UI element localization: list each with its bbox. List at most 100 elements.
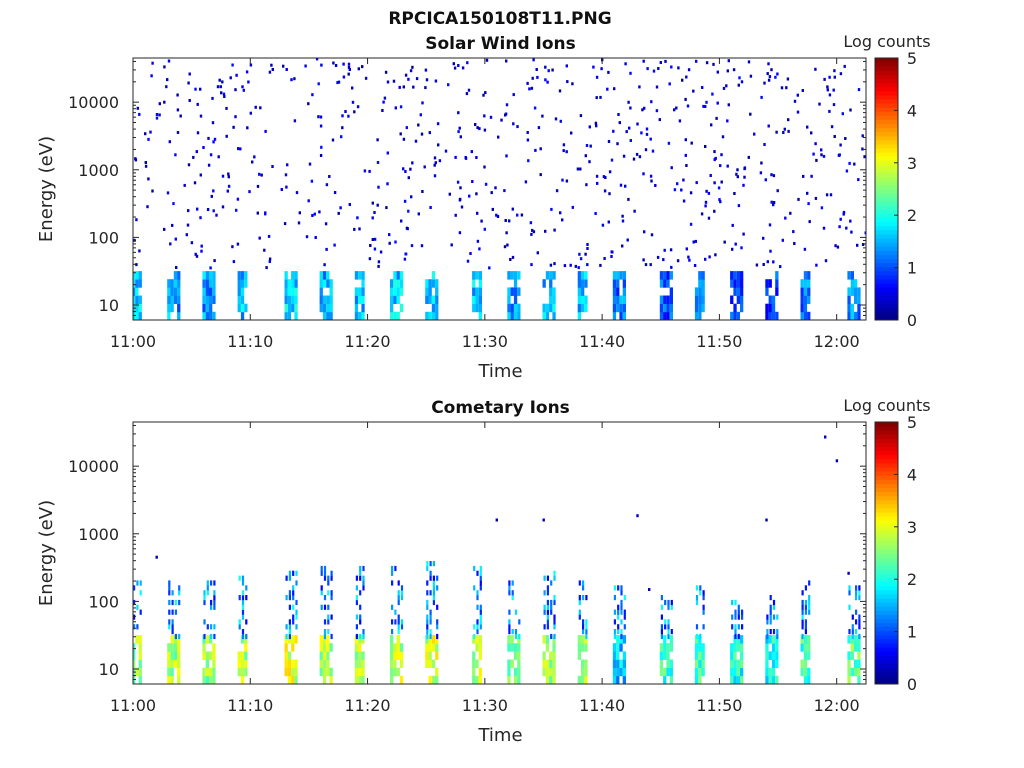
tail-cell bbox=[355, 575, 358, 581]
background-count bbox=[373, 237, 377, 241]
background-count bbox=[595, 124, 598, 128]
background-count bbox=[428, 131, 431, 135]
colorbar-segment bbox=[875, 663, 898, 669]
background-count bbox=[688, 258, 691, 262]
burst-cell bbox=[138, 651, 142, 660]
background-count bbox=[574, 264, 577, 268]
burst-cell bbox=[803, 635, 808, 644]
tail-cell bbox=[391, 565, 394, 572]
burst-cell bbox=[329, 675, 333, 684]
background-count bbox=[386, 182, 389, 186]
colorbar-segment bbox=[875, 671, 898, 677]
burst-cell bbox=[584, 271, 588, 280]
background-count bbox=[810, 131, 813, 135]
background-count bbox=[216, 85, 220, 89]
tail-cell bbox=[245, 633, 248, 640]
burst-cell bbox=[329, 279, 333, 288]
burst-cell bbox=[135, 303, 139, 313]
tail-cell bbox=[858, 624, 861, 630]
colorbar-segment bbox=[875, 610, 898, 615]
tail-cell bbox=[582, 629, 585, 635]
background-count bbox=[437, 143, 440, 147]
burst-cell bbox=[619, 635, 623, 644]
burst-cell bbox=[581, 271, 585, 280]
background-count bbox=[271, 68, 274, 71]
burst-cell bbox=[428, 659, 432, 668]
burst-cell bbox=[294, 271, 298, 280]
burst-cell bbox=[669, 635, 673, 644]
background-count bbox=[603, 189, 607, 193]
background-count bbox=[742, 183, 745, 187]
burst-cell bbox=[616, 279, 620, 288]
x-tick-label: 12:00 bbox=[814, 696, 860, 715]
colorbar-segment bbox=[875, 614, 898, 619]
burst-cell bbox=[291, 667, 295, 677]
background-count bbox=[810, 174, 813, 178]
burst-cell bbox=[847, 311, 851, 320]
tail-cell bbox=[479, 614, 482, 620]
background-count bbox=[168, 140, 171, 144]
background-count bbox=[689, 222, 693, 226]
background-count bbox=[135, 263, 138, 267]
burst-cell bbox=[768, 635, 772, 644]
tail-cell bbox=[330, 590, 333, 596]
burst-cell bbox=[581, 279, 585, 288]
background-count bbox=[376, 138, 379, 142]
tail-cell bbox=[667, 599, 670, 606]
background-count bbox=[264, 212, 267, 216]
background-count bbox=[176, 108, 180, 112]
colorbar-segment bbox=[875, 205, 898, 210]
burst-cell bbox=[361, 659, 365, 668]
x-tick-label: 11:30 bbox=[462, 696, 508, 715]
colorbar-segment bbox=[875, 643, 898, 648]
background-count bbox=[347, 72, 350, 76]
background-count bbox=[264, 129, 267, 133]
burst-cell bbox=[694, 635, 699, 644]
cometary-ions-panel: 11:00 11:10 11:20 11:30 11:40 11:50 12:0010100… bbox=[36, 396, 931, 746]
burst-cell bbox=[616, 667, 620, 677]
colorbar-segment bbox=[875, 180, 898, 186]
burst-cell bbox=[542, 279, 546, 288]
burst-cell bbox=[803, 667, 808, 677]
burst-cell bbox=[740, 279, 744, 288]
burst-cell bbox=[205, 279, 209, 288]
tail-cell bbox=[245, 595, 248, 601]
panel-title: Solar Wind Ions bbox=[425, 34, 576, 54]
tail-cell bbox=[139, 590, 142, 596]
tail-cell bbox=[206, 624, 209, 630]
burst-cell bbox=[291, 643, 295, 652]
background-count bbox=[655, 109, 659, 113]
tail-cell bbox=[210, 580, 213, 586]
background-count bbox=[584, 252, 587, 256]
burst-cell bbox=[549, 303, 553, 313]
tail-cell bbox=[699, 590, 702, 596]
tail-cell bbox=[429, 609, 432, 615]
burst-cell bbox=[294, 311, 298, 320]
colorbar-segment bbox=[875, 638, 898, 644]
background-count bbox=[565, 179, 569, 183]
colorbar-segment bbox=[875, 189, 898, 194]
burst-cell bbox=[850, 279, 854, 288]
background-count bbox=[236, 242, 240, 246]
burst-cell bbox=[507, 303, 511, 313]
tail-cell bbox=[772, 629, 776, 635]
background-count bbox=[594, 212, 597, 215]
background-count bbox=[470, 150, 473, 154]
tail-cell bbox=[553, 624, 556, 630]
background-count bbox=[454, 155, 457, 159]
burst-cell bbox=[513, 287, 518, 296]
background-count bbox=[595, 96, 598, 100]
colorbar-tick-label: 1 bbox=[907, 259, 917, 278]
background-count bbox=[607, 140, 611, 143]
background-count bbox=[577, 266, 580, 270]
burst-cell bbox=[319, 287, 323, 296]
tail-cell bbox=[241, 599, 245, 606]
isolated-point bbox=[648, 588, 651, 591]
colorbar-segment bbox=[875, 462, 898, 468]
burst-cell bbox=[205, 303, 209, 313]
burst-cell bbox=[472, 303, 476, 313]
burst-cell bbox=[475, 643, 479, 652]
tail-cell bbox=[426, 614, 429, 620]
background-count bbox=[857, 178, 860, 182]
burst-cell bbox=[167, 303, 171, 313]
